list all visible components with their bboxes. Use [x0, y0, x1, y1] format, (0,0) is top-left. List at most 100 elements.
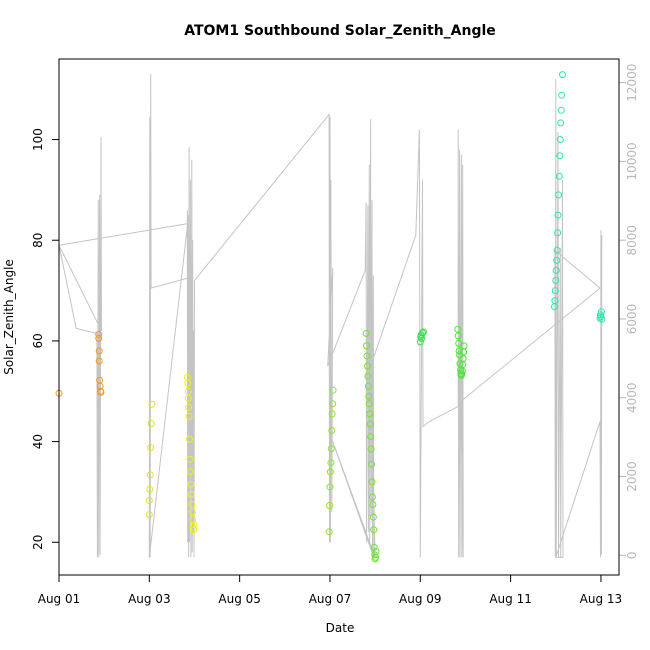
- data-point: [188, 508, 196, 516]
- x-tick-label: Aug 03: [128, 592, 171, 606]
- data-point: [365, 400, 373, 408]
- data-point: [556, 136, 564, 143]
- data-point: [146, 471, 154, 479]
- data-point: [368, 460, 375, 468]
- data-point: [145, 511, 153, 519]
- data-point: [367, 445, 375, 453]
- data-point: [419, 329, 426, 337]
- data-point: [326, 468, 334, 476]
- data-point: [554, 211, 562, 219]
- data-point: [454, 332, 462, 340]
- data-point: [364, 382, 372, 390]
- data-point: [328, 410, 336, 418]
- data-point: [365, 392, 373, 400]
- data-point: [458, 367, 466, 375]
- data-point: [362, 329, 370, 337]
- data-point: [186, 435, 193, 443]
- y2-tick-label: 12000: [625, 64, 639, 102]
- data-point: [553, 246, 561, 254]
- data-point: [327, 459, 335, 467]
- data-point: [95, 357, 103, 365]
- data-point: [326, 483, 334, 491]
- y2-tick-label: 2000: [625, 461, 639, 492]
- data-point: [552, 277, 560, 284]
- data-point: [555, 191, 562, 199]
- data-point: [185, 403, 193, 411]
- data-point: [557, 106, 565, 114]
- y2-tick-label: 6000: [625, 304, 639, 335]
- x-tick-label: Aug 11: [489, 592, 532, 606]
- data-point: [551, 287, 559, 295]
- data-point: [187, 491, 195, 498]
- data-point: [370, 543, 378, 551]
- y-axis-label: Solar_Zenith_Angle: [2, 259, 16, 375]
- chart-title: ATOM1 Southbound Solar_Zenith_Angle: [184, 23, 496, 39]
- x-tick-label: Aug 13: [580, 592, 623, 606]
- data-point: [366, 410, 374, 418]
- data-point: [597, 308, 605, 316]
- data-point: [555, 172, 563, 180]
- data-point: [184, 387, 192, 395]
- data-point: [552, 266, 560, 274]
- data-point: [598, 315, 606, 323]
- data-point: [147, 444, 155, 452]
- plot-frame: [58, 58, 620, 576]
- y2-tick-label: 0: [625, 551, 639, 559]
- data-point: [186, 468, 194, 476]
- data-point: [184, 394, 192, 402]
- data-point: [189, 516, 197, 524]
- y2-tick-label: 10000: [625, 142, 639, 180]
- data-point: [190, 521, 198, 529]
- data-point: [363, 342, 370, 350]
- data-point: [551, 297, 559, 305]
- y-tick-label: 40: [31, 434, 45, 449]
- data-point: [559, 71, 566, 79]
- data-point: [95, 330, 103, 338]
- x-axis-label: Date: [326, 621, 355, 635]
- data-point: [146, 485, 154, 493]
- data-point: [458, 370, 466, 378]
- data-point: [372, 547, 380, 555]
- y-tick-label: 60: [31, 333, 45, 348]
- data-point: [325, 528, 333, 536]
- y-tick-label: 100: [31, 128, 45, 151]
- data-point: [97, 388, 105, 396]
- data-point: [366, 420, 374, 428]
- x-tick-label: Aug 09: [399, 592, 442, 606]
- y2-tick-label: 4000: [625, 382, 639, 413]
- data-point: [188, 501, 196, 508]
- data-point: [363, 352, 371, 360]
- data-point: [368, 478, 376, 486]
- data-point: [185, 412, 193, 420]
- data-point: [369, 513, 377, 521]
- data-point: [454, 325, 462, 333]
- data-point: [186, 455, 194, 463]
- data-point: [364, 372, 372, 380]
- data-point: [367, 433, 375, 441]
- data-points-group: [55, 71, 606, 563]
- data-point: [455, 347, 463, 355]
- data-point: [369, 501, 377, 508]
- data-point: [145, 497, 153, 504]
- data-point: [95, 334, 103, 342]
- data-point: [147, 420, 155, 427]
- y2-tick-label: 8000: [625, 225, 639, 256]
- data-point: [370, 526, 378, 534]
- data-point: [190, 526, 198, 534]
- data-point: [327, 445, 335, 453]
- x-tick-label: Aug 05: [218, 592, 261, 606]
- data-point: [364, 362, 371, 370]
- data-point: [556, 152, 564, 160]
- x-tick-label: Aug 07: [309, 592, 352, 606]
- data-point: [329, 400, 337, 408]
- data-point: [416, 338, 424, 346]
- x-tick-label: Aug 01: [38, 592, 81, 606]
- data-point: [328, 427, 336, 434]
- data-point: [558, 91, 566, 99]
- data-point: [554, 229, 562, 237]
- data-point: [187, 480, 195, 488]
- data-point: [368, 493, 376, 501]
- data-point: [329, 386, 337, 394]
